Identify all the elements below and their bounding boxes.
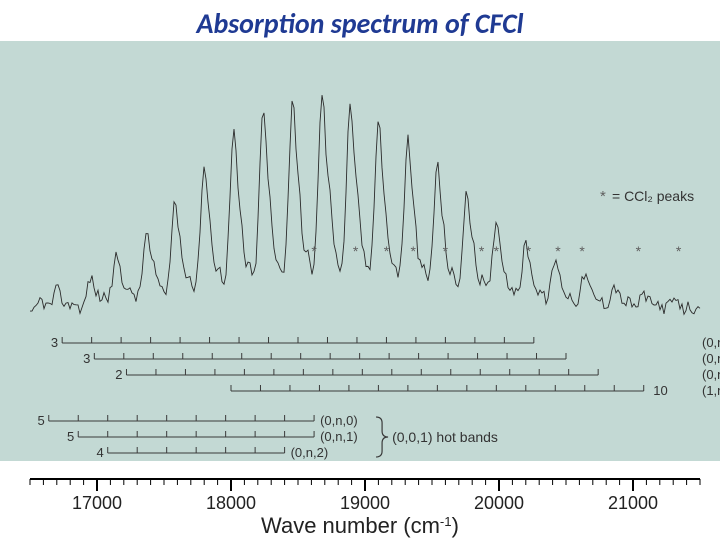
ccl2-asterisks: * * * * * * * * * * * * xyxy=(311,243,681,259)
svg-text:= CCl₂ peaks: = CCl₂ peaks xyxy=(612,188,694,204)
page-title: Absorption spectrum of CFCl xyxy=(0,0,720,41)
svg-text:*: * xyxy=(443,243,449,259)
svg-text:18000: 18000 xyxy=(206,493,256,513)
hotband-combs: 5 (0,n,0) 5 (0,n,1) 4 (0,n,2) xyxy=(38,413,358,460)
svg-text:(0,n,0): (0,n,0) xyxy=(320,413,358,428)
svg-text:*: * xyxy=(494,243,500,259)
svg-text:17000: 17000 xyxy=(72,493,122,513)
svg-text:*: * xyxy=(411,243,417,259)
svg-text:*: * xyxy=(479,243,485,259)
svg-text:10: 10 xyxy=(653,383,667,398)
svg-text:*: * xyxy=(600,188,606,205)
svg-text:20000: 20000 xyxy=(474,493,524,513)
svg-text:3: 3 xyxy=(83,351,90,366)
svg-text:(1,n,0): (1,n,0) xyxy=(702,383,720,398)
svg-text:*: * xyxy=(676,243,682,259)
svg-text:(0,n,0): (0,n,0) xyxy=(702,335,720,350)
svg-text:3: 3 xyxy=(51,335,58,350)
svg-text:(0,n,1): (0,n,1) xyxy=(320,429,358,444)
svg-text:5: 5 xyxy=(67,429,74,444)
svg-text:*: * xyxy=(384,243,390,259)
svg-text:21000: 21000 xyxy=(608,493,658,513)
x-axis: 17000 18000 19000 20000 21000 xyxy=(30,479,700,513)
hotband-bracket: (0,0,1) hot bands xyxy=(376,417,498,457)
spectrum-figure: * * * * * * * * * * * * * = CCl₂ peaks 3 (0,n,0) 3 (0,n… xyxy=(0,41,720,539)
svg-text:(0,n,2): (0,n,2) xyxy=(702,367,720,382)
svg-text:5: 5 xyxy=(38,413,45,428)
legend-asterisk: * = CCl₂ peaks xyxy=(600,188,694,205)
svg-text:*: * xyxy=(555,243,561,259)
svg-text:2: 2 xyxy=(115,367,122,382)
svg-text:4: 4 xyxy=(96,445,103,460)
svg-text:*: * xyxy=(526,243,532,259)
svg-text:*: * xyxy=(579,243,585,259)
svg-text:(0,0,1) hot bands: (0,0,1) hot bands xyxy=(392,429,498,445)
spectrum-svg: * * * * * * * * * * * * * = CCl₂ peaks 3 (0,n,0) 3 (0,n… xyxy=(0,41,720,539)
svg-text:(0,n,2): (0,n,2) xyxy=(291,445,329,460)
svg-text:*: * xyxy=(353,243,359,259)
svg-text:*: * xyxy=(311,243,317,259)
x-axis-label: Wave number (cm-1) xyxy=(261,513,459,538)
svg-text:*: * xyxy=(636,243,642,259)
svg-text:19000: 19000 xyxy=(340,493,390,513)
progression-combs: 3 (0,n,0) 3 (0,n,1) 2 (0,n,2) 10 (1,n,0) xyxy=(51,335,720,398)
svg-text:(0,n,1): (0,n,1) xyxy=(702,351,720,366)
